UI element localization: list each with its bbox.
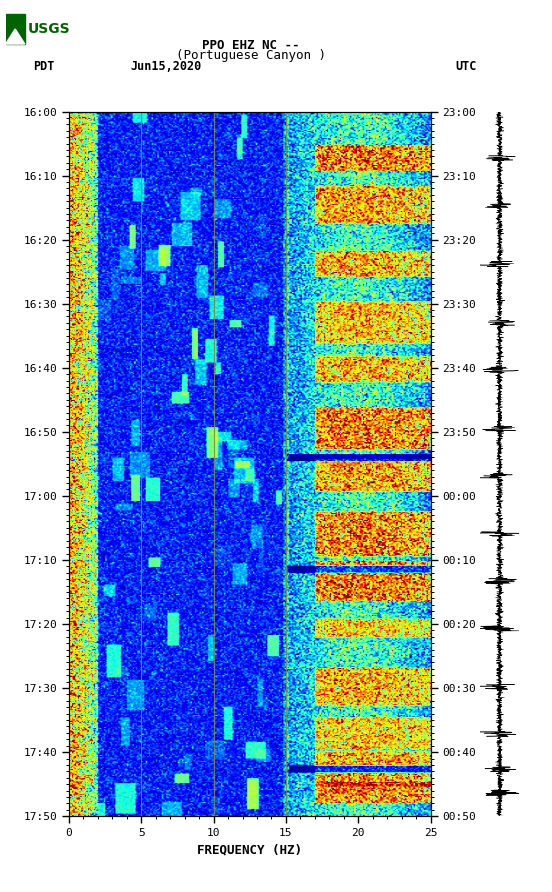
X-axis label: FREQUENCY (HZ): FREQUENCY (HZ) [197, 844, 302, 856]
Polygon shape [6, 29, 25, 44]
Text: Jun15,2020: Jun15,2020 [130, 60, 201, 73]
Text: PDT: PDT [33, 60, 55, 73]
Text: (Portuguese Canyon ): (Portuguese Canyon ) [176, 49, 326, 62]
Bar [6, 14, 25, 44]
Text: PPO EHZ NC --: PPO EHZ NC -- [203, 38, 300, 52]
Text: USGS: USGS [28, 22, 70, 36]
Text: UTC: UTC [455, 60, 477, 73]
